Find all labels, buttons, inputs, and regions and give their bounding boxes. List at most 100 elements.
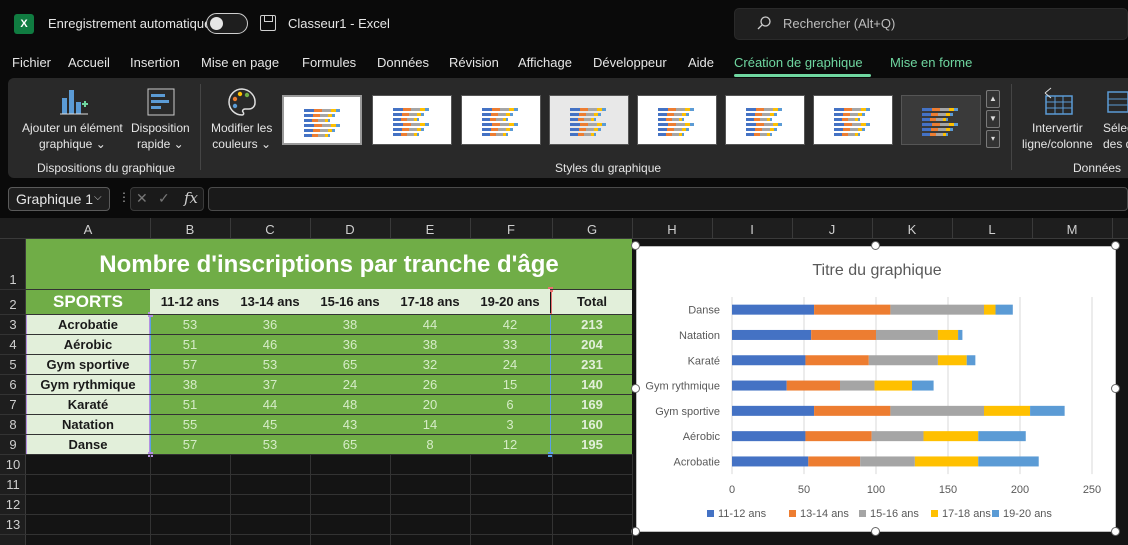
total-cell[interactable]: 169 <box>581 397 603 412</box>
menu-aide[interactable]: Aide <box>688 55 715 70</box>
data-cell[interactable]: 55 <box>182 417 198 432</box>
column-header-f[interactable]: F <box>507 222 515 237</box>
name-box[interactable]: Graphique 1 <box>8 187 110 211</box>
menu-accueil[interactable]: Accueil <box>68 55 110 70</box>
row-header-1[interactable]: 1 <box>9 272 17 287</box>
age-header[interactable]: 15-16 ans <box>310 289 390 314</box>
data-cell[interactable]: 32 <box>422 357 438 372</box>
data-cell[interactable]: 24 <box>342 377 358 392</box>
data-cell[interactable]: 48 <box>342 397 358 412</box>
total-cell[interactable]: 195 <box>581 437 603 452</box>
data-cell[interactable]: 8 <box>426 437 434 452</box>
chart-style-thumb[interactable] <box>281 94 363 146</box>
data-cell[interactable]: 20 <box>422 397 438 412</box>
switch-row-column-button[interactable]: Intervertir ligne/colonne <box>1022 120 1093 152</box>
data-cell[interactable]: 53 <box>182 317 198 332</box>
chart[interactable]: Titre du graphique 0 50 100 150 200 250 Danse Na… <box>636 246 1116 532</box>
data-cell[interactable]: 57 <box>182 357 198 372</box>
search-box[interactable] <box>734 8 1128 40</box>
data-cell[interactable]: 53 <box>262 437 278 452</box>
add-chart-element-button[interactable]: Ajouter un élément graphique ⌄ <box>22 121 123 151</box>
chart-resize-handle[interactable] <box>871 527 880 536</box>
formula-input[interactable] <box>208 187 1128 211</box>
total-header[interactable]: Total <box>552 289 632 314</box>
row-header-4[interactable]: 4 <box>9 337 17 352</box>
data-cell[interactable]: 14 <box>422 417 438 432</box>
data-cell[interactable]: 38 <box>422 337 438 352</box>
data-cell[interactable]: 36 <box>262 317 278 332</box>
chart-resize-handle[interactable] <box>871 241 880 250</box>
data-cell[interactable]: 24 <box>502 357 518 372</box>
column-header-m[interactable]: M <box>1066 222 1078 237</box>
data-cell[interactable]: 44 <box>262 397 278 412</box>
gallery-more-icon[interactable]: ▾ <box>986 130 1000 148</box>
data-cell[interactable]: 57 <box>182 437 198 452</box>
column-header-g[interactable]: G <box>586 222 598 237</box>
chart-style-thumb[interactable] <box>372 95 452 145</box>
data-cell[interactable]: 51 <box>182 397 198 412</box>
total-cell[interactable]: 231 <box>581 357 603 372</box>
menu-formules[interactable]: Formules <box>302 55 357 70</box>
row-header-12[interactable]: 12 <box>5 497 21 512</box>
row-header-2[interactable]: 2 <box>9 297 17 312</box>
column-header-i[interactable]: I <box>750 222 754 237</box>
column-header-h[interactable]: H <box>667 222 677 237</box>
total-cell[interactable]: 160 <box>581 417 603 432</box>
column-header-c[interactable]: C <box>265 222 275 237</box>
chart-resize-handle[interactable] <box>1111 384 1120 393</box>
select-data-button[interactable]: Sélec des d <box>1103 120 1128 152</box>
data-cell[interactable]: 15 <box>502 377 518 392</box>
menu-affichage[interactable]: Affichage <box>518 55 572 70</box>
menu-mise-en-forme[interactable]: Mise en forme <box>890 55 973 70</box>
quick-layout-button[interactable]: Disposition rapide ⌄ <box>131 121 190 151</box>
sport-name[interactable]: Danse <box>68 437 108 452</box>
data-cell[interactable]: 65 <box>342 437 358 452</box>
save-icon[interactable] <box>260 15 276 31</box>
gallery-up-icon[interactable]: ▲ <box>986 90 1000 108</box>
sport-name[interactable]: Aérobic <box>63 337 113 352</box>
chart-resize-handle[interactable] <box>631 527 640 536</box>
menu-fichier[interactable]: Fichier <box>12 55 52 70</box>
column-header-l[interactable]: L <box>988 222 996 237</box>
chart-resize-handle[interactable] <box>1111 527 1120 536</box>
insert-function-icon[interactable]: fx <box>184 189 199 207</box>
total-cell[interactable]: 204 <box>581 337 603 352</box>
sport-name[interactable]: Gym sportive <box>46 357 130 372</box>
row-header-13[interactable]: 13 <box>5 517 21 532</box>
search-placeholder[interactable]: Rechercher (Alt+Q) <box>783 16 896 31</box>
sport-name[interactable]: Gym rythmique <box>40 377 136 392</box>
data-cell[interactable]: 3 <box>506 417 514 432</box>
cancel-icon[interactable]: ✕ <box>136 190 148 206</box>
row-header-10[interactable]: 10 <box>5 457 21 472</box>
row-header-5[interactable]: 5 <box>9 357 17 372</box>
sport-name[interactable]: Acrobatie <box>58 317 118 332</box>
chart-style-thumb[interactable] <box>637 95 717 145</box>
column-header-b[interactable]: B <box>185 222 195 237</box>
chart-resize-handle[interactable] <box>631 384 640 393</box>
data-cell[interactable]: 44 <box>422 317 438 332</box>
data-cell[interactable]: 65 <box>342 357 358 372</box>
column-header-a[interactable]: A <box>83 222 93 237</box>
change-colors-button[interactable]: Modifier les couleurs ⌄ <box>211 121 273 151</box>
row-header-11[interactable]: 11 <box>6 477 20 492</box>
sport-name[interactable]: Karaté <box>67 397 109 412</box>
menu-revision[interactable]: Révision <box>449 55 499 70</box>
chart-style-thumb[interactable] <box>461 95 541 145</box>
data-cell[interactable]: 45 <box>262 417 278 432</box>
row-header-7[interactable]: 7 <box>9 397 17 412</box>
sport-name[interactable]: Natation <box>62 417 114 432</box>
menu-insertion[interactable]: Insertion <box>130 55 180 70</box>
data-cell[interactable]: 12 <box>502 437 518 452</box>
age-header[interactable]: 17-18 ans <box>390 289 470 314</box>
chart-style-thumb[interactable] <box>549 95 629 145</box>
enter-icon[interactable]: ✓ <box>158 190 170 206</box>
column-header-j[interactable]: J <box>828 222 836 237</box>
chart-style-thumb[interactable] <box>813 95 893 145</box>
sports-header[interactable]: SPORTS <box>26 289 150 314</box>
data-cell[interactable]: 26 <box>422 377 438 392</box>
menu-mise-en-page[interactable]: Mise en page <box>201 55 280 70</box>
row-header-9[interactable]: 9 <box>9 437 17 452</box>
chart-resize-handle[interactable] <box>631 241 640 250</box>
table-title[interactable]: Nombre d'inscriptions par tranche d'âge <box>26 239 632 289</box>
data-cell[interactable]: 46 <box>262 337 278 352</box>
